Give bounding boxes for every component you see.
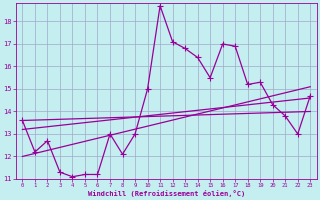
X-axis label: Windchill (Refroidissement éolien,°C): Windchill (Refroidissement éolien,°C) [88, 190, 245, 197]
